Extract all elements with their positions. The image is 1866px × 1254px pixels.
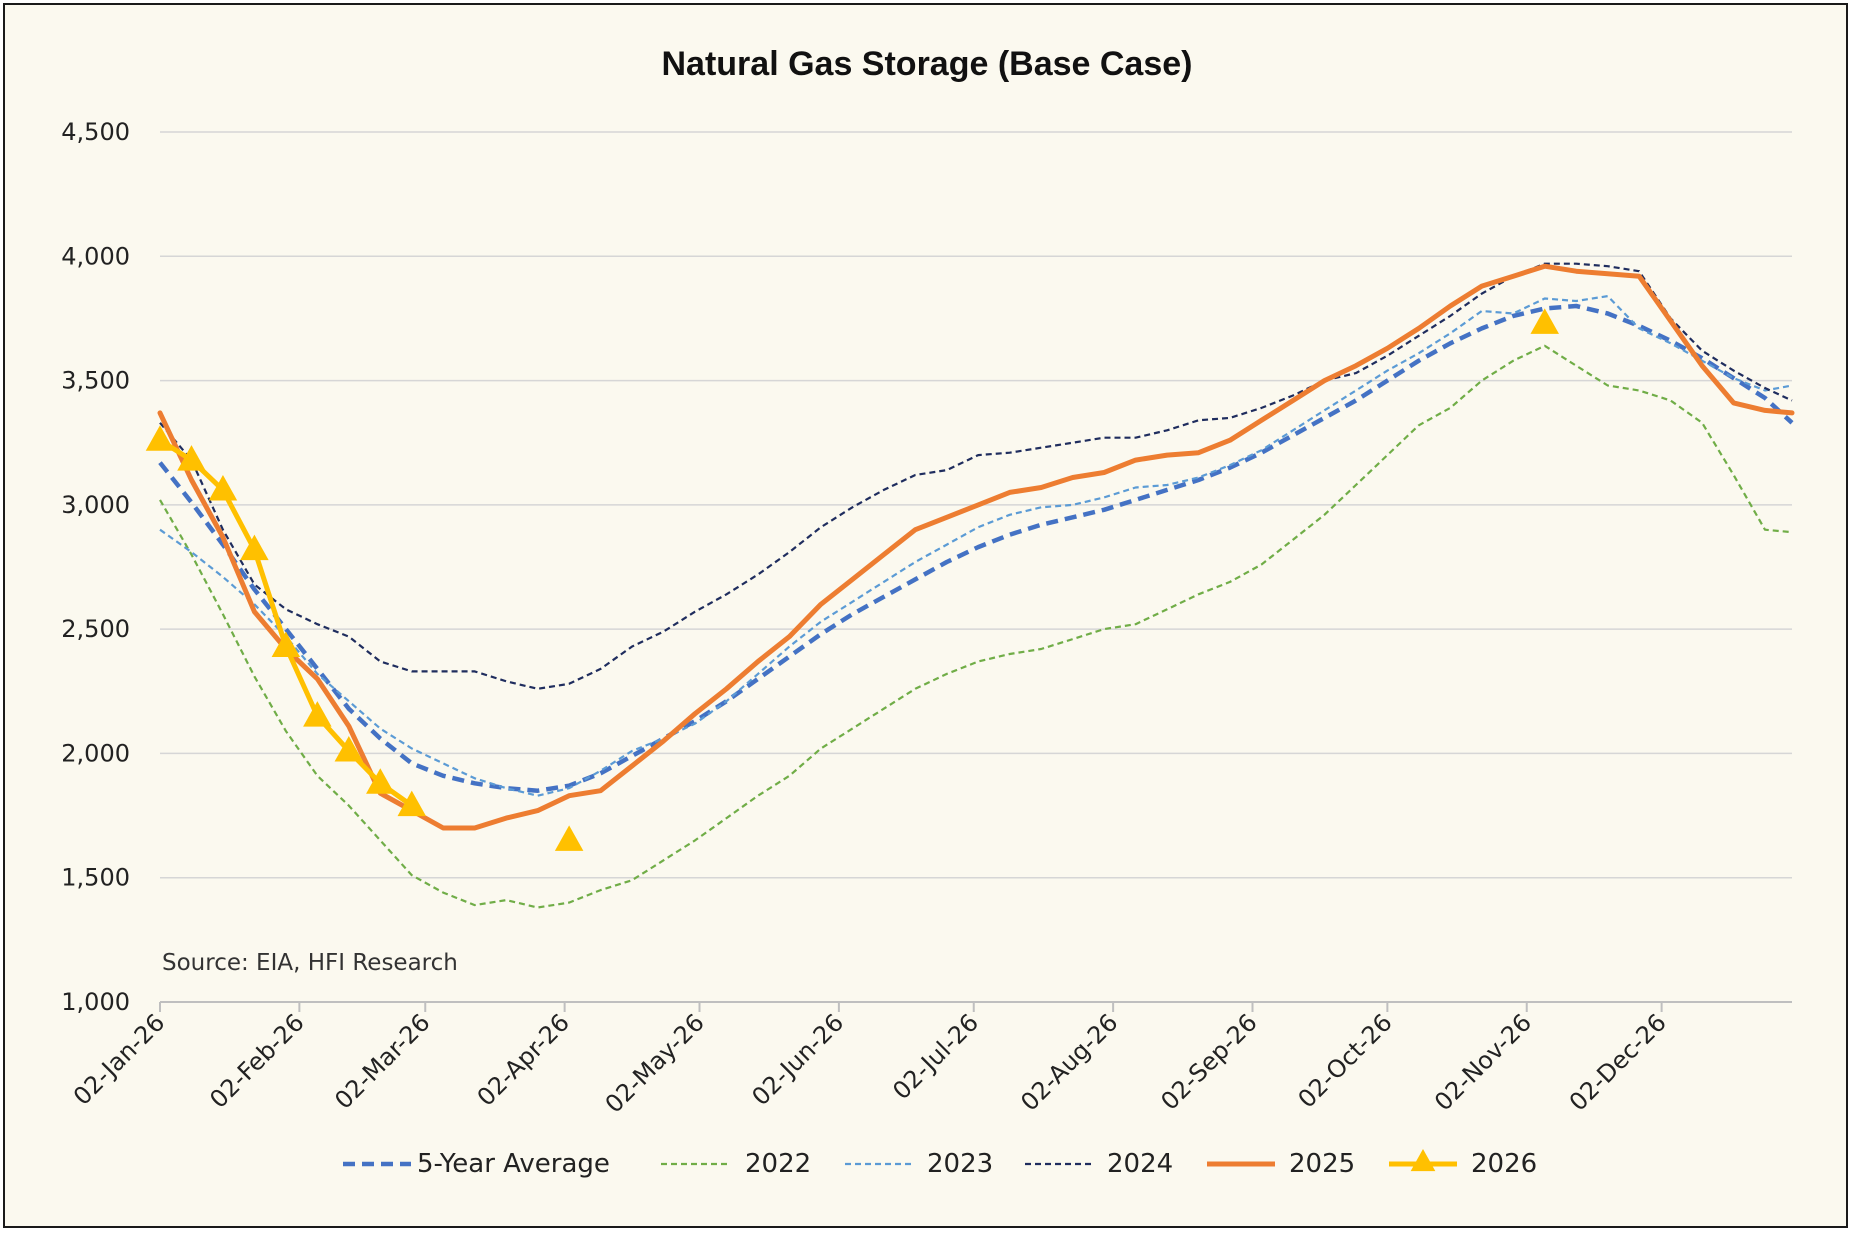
x-tick-label: 02-Nov-26 (1429, 1008, 1537, 1116)
x-tick-label: 02-Jan-26 (68, 1008, 170, 1110)
y-tick-label: 3,500 (61, 367, 130, 395)
y-tick-label: 4,500 (61, 118, 130, 146)
legend: 5-Year Average 2022 2023 2024 2025 2026 (343, 1149, 1537, 1179)
y-tick-label: 3,000 (61, 491, 130, 519)
chart-svg: Natural Gas Storage (Base Case) 1,000 1,5… (61, 45, 1795, 1179)
x-tick-label: 02-Sep-26 (1156, 1008, 1263, 1115)
data-point-2026 (1530, 308, 1559, 334)
x-tick-label: 02-Aug-26 (1015, 1008, 1123, 1116)
legend-label-5-year-average: 5-Year Average (417, 1149, 610, 1179)
series-line-2022 (159, 344, 1793, 909)
y-tick-label: 2,000 (61, 739, 130, 767)
data-point-2026 (554, 825, 584, 851)
y-axis: 1,000 1,500 2,000 2,500 3,000 3,500 4,000 4,500 (61, 118, 130, 1016)
y-tick-label: 2,500 (61, 615, 130, 643)
source-note: Source: EIA, HFI Research (162, 950, 458, 976)
x-tick-label: 02-Feb-26 (204, 1008, 309, 1113)
legend-label-2022: 2022 (745, 1149, 811, 1179)
series-line-5-year-average (158, 303, 1794, 793)
legend-label-2024: 2024 (1107, 1149, 1173, 1179)
chart-title: Natural Gas Storage (Base Case) (662, 45, 1193, 83)
data-point-2026 (366, 768, 395, 794)
gridlines (160, 131, 1792, 1003)
y-tick-label: 1,500 (61, 864, 130, 892)
data-point-2026 (334, 735, 364, 762)
legend-label-2026: 2026 (1471, 1149, 1537, 1179)
y-tick-label: 1,000 (61, 988, 130, 1016)
x-tick-label: 02-Jun-26 (746, 1008, 849, 1111)
x-tick-label: 02-May-26 (600, 1008, 710, 1118)
data-point-2026 (208, 474, 238, 501)
series-line-2025 (157, 263, 1795, 831)
data-point-2026 (397, 790, 427, 817)
series-lines (145, 262, 1795, 909)
x-axis: 02-Jan-26 02-Feb-26 02-Mar-26 02-Apr-26 02-M… (68, 1001, 1792, 1118)
legend-marker-2026 (1410, 1149, 1436, 1172)
data-point-2026 (177, 445, 206, 471)
data-point-2026 (271, 631, 301, 658)
x-tick-label: 02-Dec-26 (1564, 1008, 1672, 1116)
y-tick-label: 4,000 (61, 242, 130, 270)
data-point-2026 (145, 425, 175, 451)
series-line-2024 (159, 262, 1793, 690)
x-tick-label: 02-Oct-26 (1293, 1008, 1398, 1113)
x-tick-label: 02-Apr-26 (472, 1008, 575, 1111)
x-tick-label: 02-Mar-26 (329, 1008, 435, 1114)
legend-label-2023: 2023 (927, 1149, 993, 1179)
legend-label-2025: 2025 (1289, 1149, 1355, 1179)
data-point-2026 (303, 701, 332, 727)
data-point-2026 (240, 534, 269, 561)
chart-frame: Natural Gas Storage (Base Case) 1,000 1,5… (3, 3, 1848, 1228)
x-tick-label: 02-Jul-26 (887, 1008, 984, 1105)
